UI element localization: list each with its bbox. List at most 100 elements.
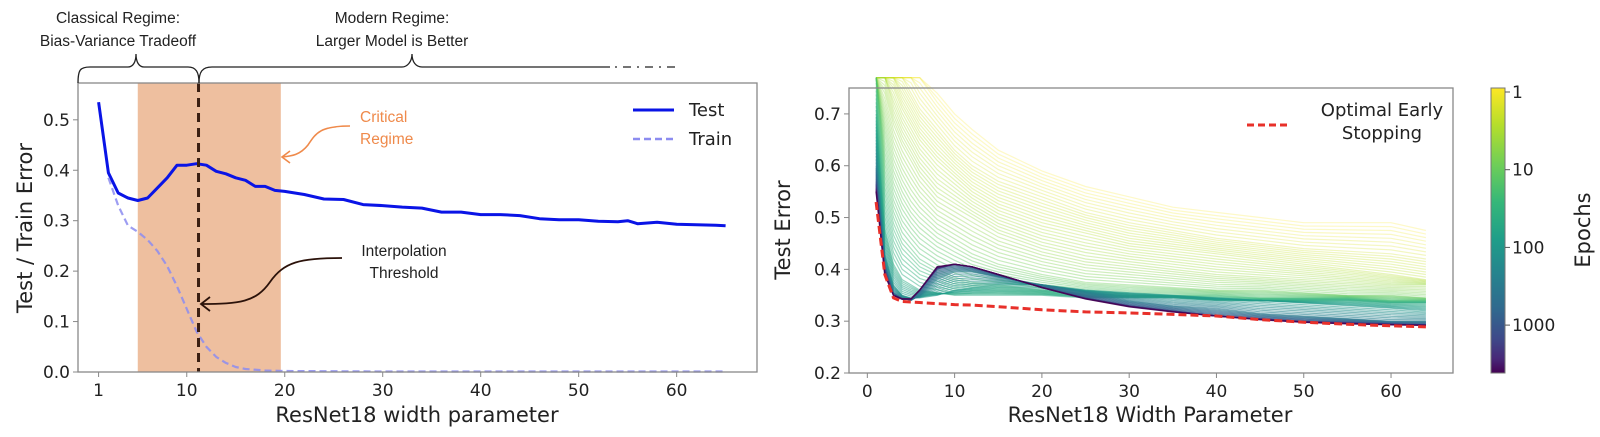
- left-y-ticks: 0.0 0.1 0.2 0.3 0.4 0.5: [43, 111, 78, 383]
- x-tick-label: 30: [1118, 382, 1140, 402]
- epoch-curve: [876, 77, 1427, 253]
- legend-optimal-label-1: Optimal Early: [1321, 100, 1444, 121]
- right-x-axis-label: ResNet18 Width Parameter: [1008, 403, 1293, 427]
- x-tick-label: 20: [274, 381, 296, 401]
- x-tick-label: 0: [862, 382, 873, 402]
- x-tick-label: 40: [470, 381, 492, 401]
- epoch-curve: [875, 77, 1426, 294]
- classical-regime-brace: [77, 53, 200, 84]
- left-chart: 1 10 20 30 40 50 60 0.0 0.1 0.2 0.3 0.4 0.5 ResNet1…: [13, 10, 758, 427]
- epoch-curve: [875, 77, 1426, 288]
- epoch-curve: [875, 109, 1426, 304]
- epoch-curve: [875, 77, 1426, 300]
- epoch-curve: [876, 77, 1426, 273]
- y-tick-label: 0.5: [43, 111, 70, 131]
- epoch-curve: [876, 77, 1427, 239]
- epoch-curve: [875, 191, 1426, 327]
- x-tick-label: 10: [176, 381, 198, 401]
- right-legend: Optimal Early Stopping: [1247, 100, 1444, 144]
- classical-regime-subtitle: Bias-Variance Tradeoff: [40, 33, 197, 50]
- optimal-early-stopping-line: [874, 201, 1426, 329]
- right-plot-frame: [848, 87, 1454, 374]
- epoch-curve: [876, 77, 1427, 242]
- interpolation-threshold-label-1: Interpolation: [361, 243, 446, 260]
- epoch-curve: [876, 77, 1426, 256]
- colorbar-tick-label: 1: [1512, 83, 1523, 103]
- epoch-curve: [875, 77, 1426, 285]
- epoch-curve: [876, 77, 1427, 246]
- colorbar-ticks: 1 10 100 1000: [1505, 83, 1555, 336]
- colorbar-tick-label: 10: [1512, 161, 1534, 181]
- interpolation-threshold-arrow: [199, 257, 343, 312]
- colorbar-tick-label: 1000: [1512, 316, 1555, 336]
- x-tick-label: 50: [1293, 382, 1315, 402]
- epoch-curve: [875, 77, 1426, 286]
- right-x-ticks: 0 10 20 30 40 50 60: [862, 373, 1402, 402]
- legend-train-label: Train: [688, 129, 732, 150]
- epoch-curve: [876, 77, 1426, 281]
- legend-optimal-label-2: Stopping: [1342, 123, 1422, 144]
- left-series: [97, 101, 726, 373]
- epoch-curve: [876, 77, 1427, 235]
- critical-regime-arrow: [280, 125, 351, 164]
- x-tick-label: 30: [372, 381, 394, 401]
- modern-regime-brace: [198, 53, 610, 84]
- epoch-curve: [875, 90, 1426, 302]
- y-tick-label: 0.3: [814, 312, 841, 332]
- epoch-curve: [876, 77, 1426, 281]
- colorbar-label: Epochs: [1571, 192, 1595, 267]
- epoch-curve: [876, 77, 1427, 232]
- right-chart: 0 10 20 30 40 50 60 0.2 0.3 0.4 0.5 0.6 0.7 ResNet1…: [771, 77, 1595, 427]
- epoch-curve: [876, 77, 1426, 268]
- y-tick-label: 0.7: [814, 105, 841, 125]
- y-tick-label: 0.1: [43, 313, 70, 333]
- x-tick-label: 60: [1380, 382, 1402, 402]
- modern-regime-subtitle: Larger Model is Better: [316, 33, 469, 50]
- modern-regime-title: Modern Regime:: [335, 10, 450, 27]
- epoch-curve: [875, 77, 1426, 300]
- epoch-curve: [875, 77, 1426, 284]
- x-tick-label: 1: [93, 381, 104, 401]
- colorbar: [1490, 87, 1506, 374]
- epoch-curve: [875, 77, 1426, 300]
- regime-brackets: [77, 53, 677, 84]
- right-y-ticks: 0.2 0.3 0.4 0.5 0.6 0.7: [814, 105, 849, 384]
- y-tick-label: 0.0: [43, 363, 70, 383]
- critical-regime-shading: [137, 83, 281, 372]
- right-y-axis-label: Test Error: [771, 180, 795, 281]
- epoch-curve: [876, 77, 1426, 260]
- epoch-curve: [876, 77, 1426, 270]
- epoch-curve: [876, 77, 1426, 263]
- series-test-line: [97, 101, 726, 228]
- y-tick-label: 0.4: [43, 161, 70, 181]
- epoch-curve: [876, 77, 1426, 283]
- epoch-curve: [875, 77, 1426, 285]
- y-tick-label: 0.3: [43, 212, 70, 232]
- epoch-curve: [876, 77, 1426, 283]
- epoch-curves: [875, 77, 1427, 327]
- colorbar-tick-label: 100: [1512, 238, 1544, 258]
- left-x-ticks: 1 10 20 30 40 50 60: [93, 372, 687, 401]
- epoch-curve: [876, 77, 1427, 249]
- epoch-curve: [876, 77, 1426, 282]
- x-tick-label: 40: [1206, 382, 1228, 402]
- epoch-curve: [876, 77, 1426, 278]
- epoch-curve: [875, 77, 1426, 289]
- critical-regime-label-1: Critical: [360, 109, 407, 126]
- y-tick-label: 0.2: [814, 364, 841, 384]
- left-legend: Test Train: [633, 100, 732, 150]
- y-tick-label: 0.2: [43, 262, 70, 282]
- epoch-curve: [875, 77, 1426, 296]
- critical-regime-label-2: Regime: [360, 131, 413, 148]
- x-tick-label: 10: [944, 382, 966, 402]
- epoch-curve: [875, 77, 1426, 299]
- left-x-axis-label: ResNet18 width parameter: [275, 403, 559, 427]
- legend-test-label: Test: [688, 100, 724, 121]
- epoch-curve: [875, 77, 1426, 291]
- y-tick-label: 0.5: [814, 209, 841, 229]
- epoch-curve: [875, 77, 1426, 299]
- epoch-curve: [875, 106, 1426, 303]
- left-plot-frame: [77, 82, 758, 373]
- y-tick-label: 0.6: [814, 157, 841, 177]
